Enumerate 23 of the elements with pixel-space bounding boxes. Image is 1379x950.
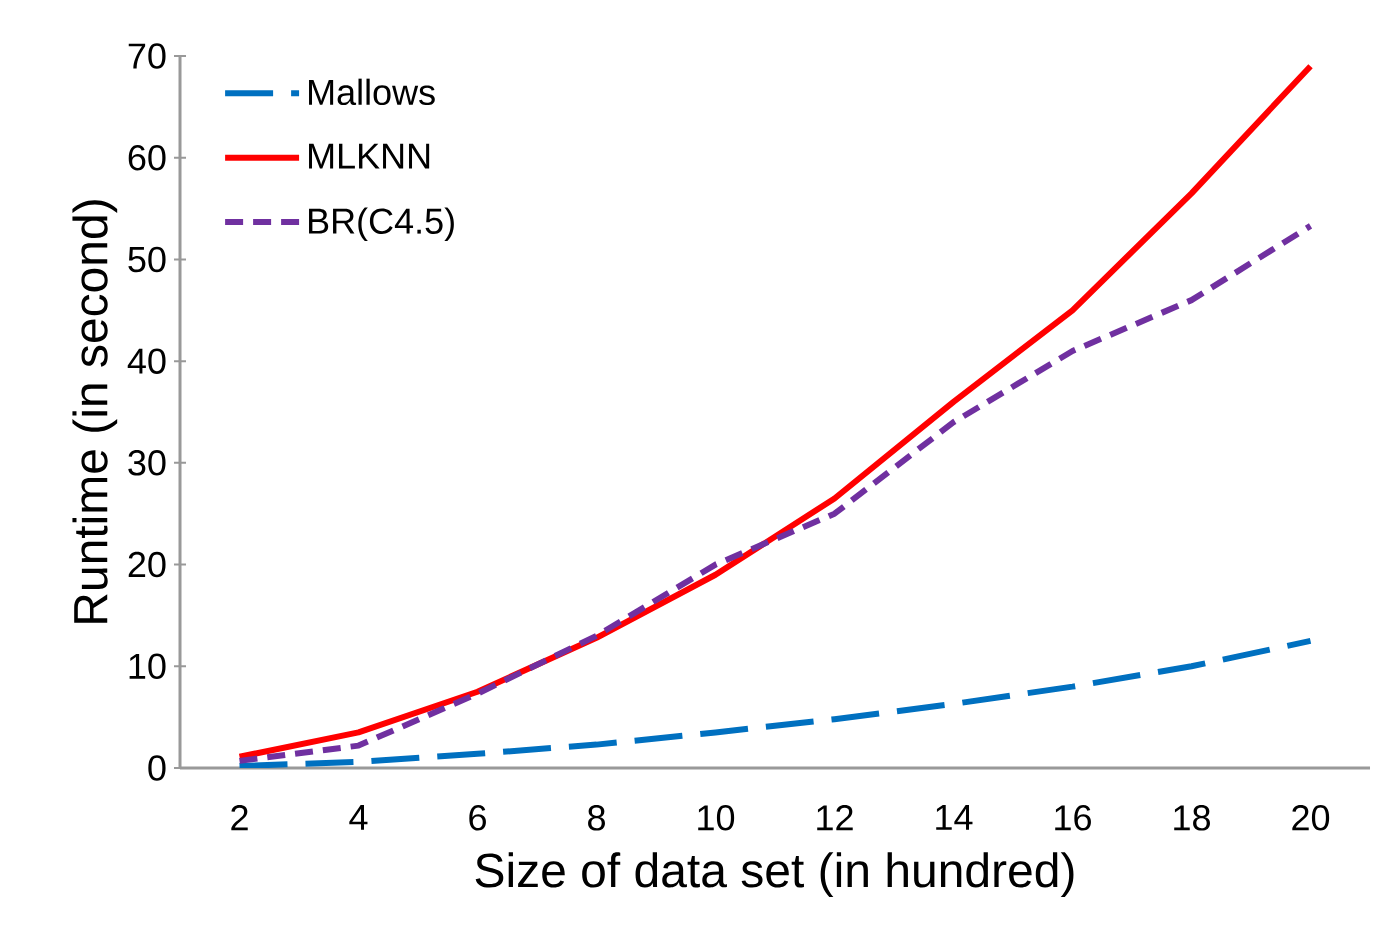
y-tick-label: 70 [128,43,166,69]
y-tick-label: 0 [148,755,166,781]
x-axis-title: Size of data set (in hundred) [475,852,1074,898]
legend-label: BR(C4.5) [309,207,454,242]
y-tick-label: 10 [129,653,166,680]
y-tick-label: 40 [127,348,166,374]
x-tick-label: 12 [817,805,853,831]
x-tick-label: 14 [936,805,973,830]
x-tick-label: 16 [1055,805,1091,831]
x-tick-label: 8 [588,805,605,831]
y-tick-label: 30 [128,450,166,476]
x-tick-label: 18 [1174,805,1210,831]
y-tick-label: 60 [128,144,166,171]
legend-label: MLKNN [309,143,430,169]
y-tick-label: 20 [128,551,166,578]
legend-label: Mallows [309,78,435,106]
x-tick-label: 2 [231,805,248,831]
x-tick-label: 4 [349,805,368,830]
x-tick-label: 10 [698,805,735,831]
y-tick-label: 50 [128,246,166,273]
x-tick-label: 20 [1292,805,1330,831]
y-axis-title: Runtime (in second) [72,200,118,623]
x-tick-label: 6 [469,805,486,831]
